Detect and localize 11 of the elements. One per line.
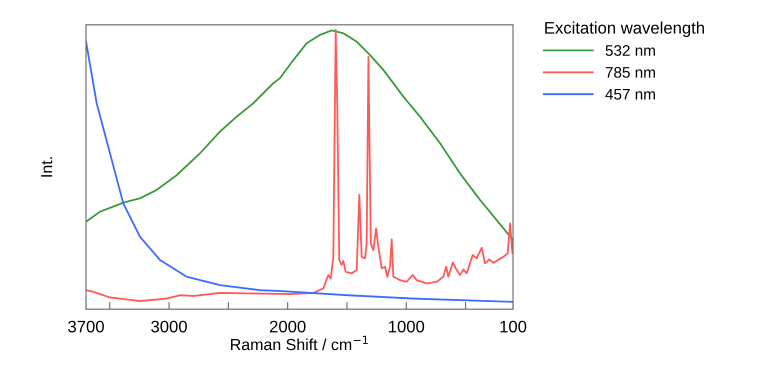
legend-label: 785 nm [606,66,655,78]
x-tick-label: 3000 [151,320,187,333]
y-axis-title: Int. [41,157,52,177]
x-tick-label: 1000 [389,320,424,333]
x-axis-title: Raman Shift / cm$^{−1}$ [231,336,368,350]
x-tick-label: 3700 [68,320,104,333]
legend-title: Excitation wavelength [545,22,704,38]
legend-label: 457 nm [605,89,655,100]
x-tick-label: 100 [500,320,526,333]
legend-label: 532 nm [606,45,655,56]
x-tick-label: 2000 [270,320,306,333]
